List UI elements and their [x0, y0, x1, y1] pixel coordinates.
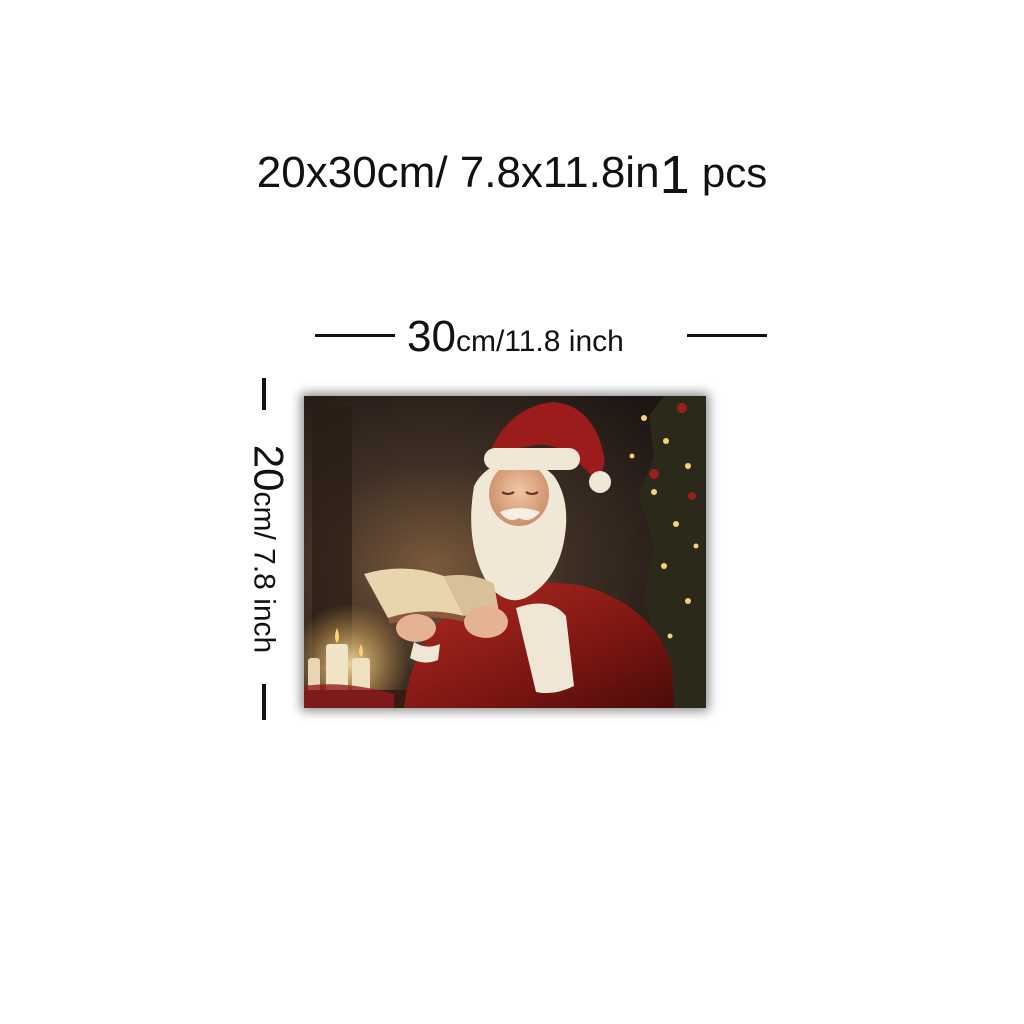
size-text: 20x30cm/ 7.8x11.8in — [256, 148, 660, 197]
width-dimension: 30cm/11.8 inch — [315, 312, 767, 362]
height-dimension: 20cm/ 7.8 inch — [236, 378, 296, 720]
width-label: 30cm/11.8 inch — [407, 312, 624, 367]
height-unit: cm/ 7.8 inch — [247, 491, 281, 654]
width-line-left — [315, 334, 395, 337]
width-line-right — [687, 334, 767, 337]
canvas-print — [304, 396, 706, 708]
height-tick-top — [262, 378, 266, 410]
product-size-title: 20x30cm/ 7.8x11.8in1 pcs — [0, 138, 1024, 205]
quantity-number: 1 — [659, 145, 690, 205]
height-tick-bottom — [262, 684, 266, 720]
height-number: 20 — [245, 444, 293, 492]
width-number: 30 — [407, 312, 456, 361]
height-label: 20cm/ 7.8 inch — [244, 445, 293, 654]
quantity-unit: pcs — [701, 149, 768, 196]
width-unit: cm/11.8 inch — [455, 325, 624, 358]
santa-reading-book-painting-icon — [304, 396, 706, 708]
